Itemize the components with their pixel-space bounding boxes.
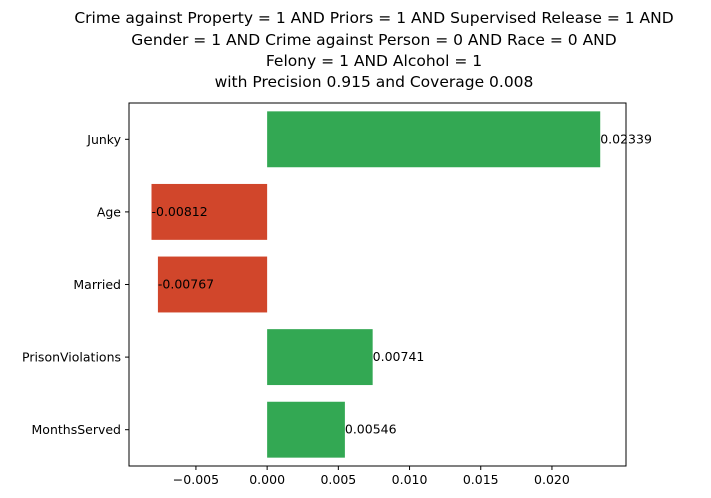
y-tick-label-prisonviolations: PrisonViolations (22, 350, 121, 365)
bar-age (151, 183, 268, 240)
title-line-1: Crime against Property = 1 AND Priors = … (74, 9, 673, 27)
x-tick-label: 0.015 (463, 472, 499, 487)
x-axis: −0.005 0.000 0.005 0.010 0.015 0.020 (173, 466, 570, 487)
x-tick-label: 0.000 (249, 472, 285, 487)
data-label-prisonviolations: 0.00741 (373, 349, 425, 364)
bar-prisonviolations (267, 329, 373, 386)
y-tick-label-monthsserved: MonthsServed (32, 422, 121, 437)
x-tick-label: 0.005 (320, 472, 356, 487)
data-labels: 0.02339 -0.00812 -0.00767 0.00741 0.00546 (152, 131, 652, 436)
data-label-married: -0.00767 (158, 277, 214, 292)
bar-monthsserved (267, 401, 345, 458)
title-line-4: with Precision 0.915 and Coverage 0.008 (215, 73, 534, 91)
chart-title: Crime against Property = 1 AND Priors = … (74, 9, 673, 91)
data-label-monthsserved: 0.00546 (345, 422, 397, 437)
x-tick-label: 0.020 (534, 472, 570, 487)
x-tick-label: −0.005 (173, 472, 219, 487)
bar-junky (267, 111, 601, 168)
bars-group (151, 111, 601, 458)
y-tick-label-age: Age (97, 204, 121, 219)
bar-married (157, 256, 268, 313)
y-tick-label-junky: Junky (86, 132, 121, 147)
y-tick-label-married: Married (73, 277, 121, 292)
title-line-2: Gender = 1 AND Crime against Person = 0 … (131, 31, 617, 49)
x-tick-label: 0.010 (392, 472, 428, 487)
y-axis: Junky Age Married PrisonViolations MonthsSer… (22, 132, 129, 437)
data-label-junky: 0.02339 (600, 131, 652, 146)
title-line-3: Felony = 1 AND Alcohol = 1 (266, 52, 482, 70)
data-label-age: -0.00812 (152, 204, 208, 219)
